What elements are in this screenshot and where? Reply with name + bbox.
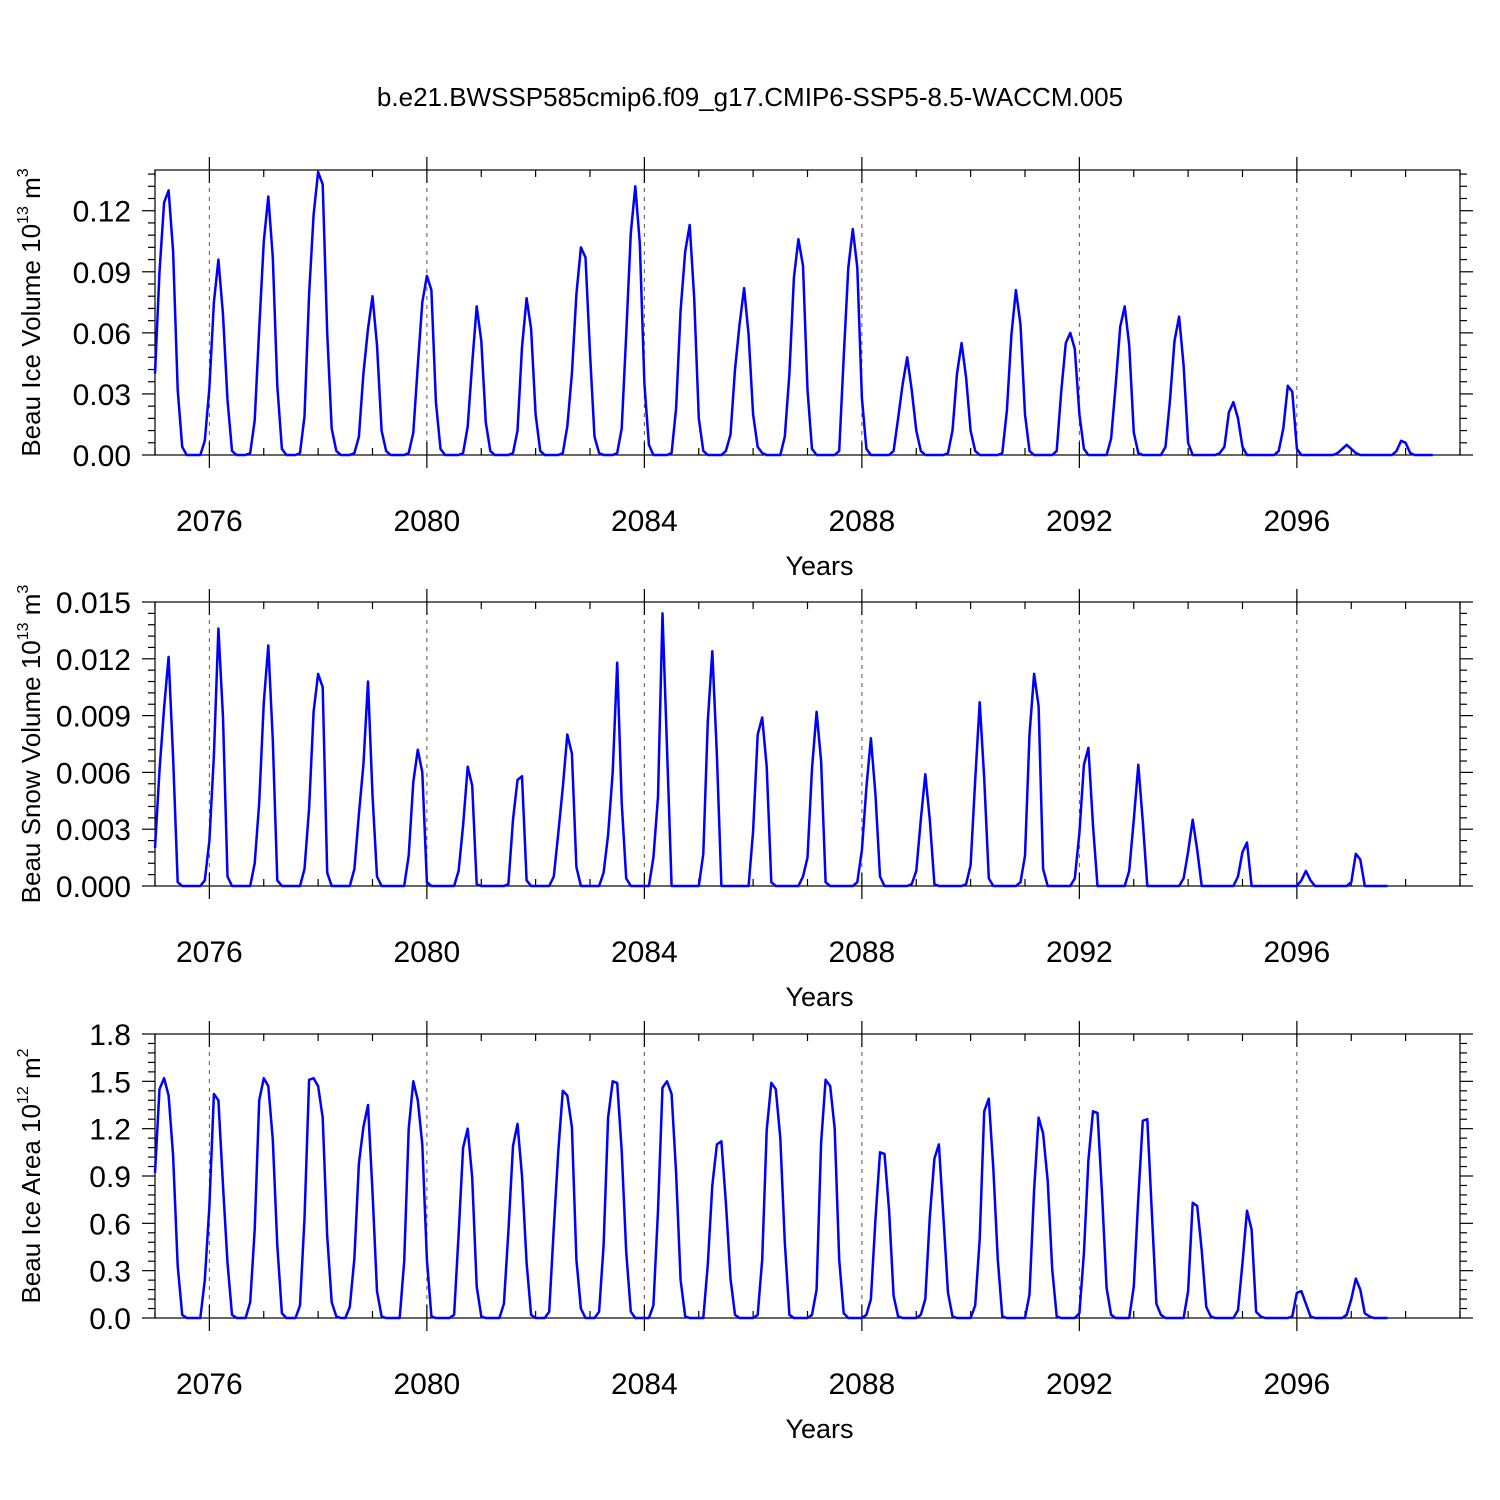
data-series-line — [153, 170, 1433, 457]
x-tick-label: 2096 — [1264, 505, 1331, 538]
x-axis-title: Years — [785, 982, 853, 1012]
y-tick-label: 0.012 — [56, 644, 131, 677]
y-axis-title: Beau Ice Area 1012 m2 — [15, 1048, 46, 1303]
chart-panel-2: 0.000 0.003 0.006 0.009 0.012 0.015 2076 2080 20… — [15, 585, 1473, 1012]
y-tick-label: 1.8 — [89, 1019, 131, 1052]
x-tick-label: 2084 — [611, 1368, 678, 1401]
x-tick-label: 2076 — [176, 505, 243, 538]
y-tick-label: 0.12 — [73, 196, 131, 229]
x-tick-label: 2084 — [611, 505, 678, 538]
plot-frame — [154, 169, 1461, 456]
y-tick-label: 0.0 — [89, 1303, 131, 1336]
data-series-line — [153, 1076, 1388, 1320]
y-tick-label: 0.06 — [73, 318, 131, 351]
x-tick-label: 2084 — [611, 936, 678, 969]
y-axis-title: Beau Ice Volume 1013 m3 — [15, 168, 46, 456]
y-tick-label: 0.3 — [89, 1256, 131, 1289]
x-tick-label: 2080 — [394, 1368, 461, 1401]
y-axis-title: Beau Snow Volume 1013 m3 — [15, 585, 46, 904]
chart-panel-1: 0.00 0.03 0.06 0.09 0.12 2076 2080 2084 2088 2092… — [15, 157, 1473, 581]
x-axis-title: Years — [785, 551, 853, 581]
x-tick-label: 2076 — [176, 936, 243, 969]
y-tick-label: 0.006 — [56, 757, 131, 790]
x-tick-label: 2076 — [176, 1368, 243, 1401]
y-tick-label: 0.009 — [56, 701, 131, 734]
y-tick-label: 0.000 — [56, 871, 131, 904]
y-tick-label: 0.03 — [73, 379, 131, 412]
y-tick-label: 0.09 — [73, 257, 131, 290]
x-tick-label: 2096 — [1264, 936, 1331, 969]
figure-title: b.e21.BWSSP585cmip6.f09_g17.CMIP6-SSP5-8… — [377, 82, 1123, 112]
x-tick-label: 2088 — [829, 505, 896, 538]
x-tick-label: 2088 — [829, 1368, 896, 1401]
data-series-line — [153, 612, 1388, 888]
y-tick-label: 0.003 — [56, 814, 131, 847]
x-tick-label: 2092 — [1046, 1368, 1113, 1401]
x-tick-label: 2092 — [1046, 505, 1113, 538]
x-tick-label: 2092 — [1046, 936, 1113, 969]
y-tick-label: 0.00 — [73, 440, 131, 473]
y-tick-label: 0.9 — [89, 1161, 131, 1194]
panels: 0.00 0.03 0.06 0.09 0.12 2076 2080 2084 2088 2092… — [15, 157, 1473, 1444]
x-tick-label: 2080 — [394, 505, 461, 538]
y-tick-label: 1.5 — [89, 1066, 131, 1099]
x-tick-label: 2096 — [1264, 1368, 1331, 1401]
chart-panel-3: 0.0 0.3 0.6 0.9 1.2 1.5 1.8 2076 2080 2084 2088 209… — [15, 1019, 1473, 1444]
plot-frame — [154, 1033, 1461, 1319]
y-tick-label: 0.6 — [89, 1208, 131, 1241]
x-axis-title: Years — [785, 1414, 853, 1444]
x-tick-label: 2088 — [829, 936, 896, 969]
y-tick-label: 0.015 — [56, 587, 131, 620]
x-tick-label: 2080 — [394, 936, 461, 969]
y-tick-label: 1.2 — [89, 1114, 131, 1147]
